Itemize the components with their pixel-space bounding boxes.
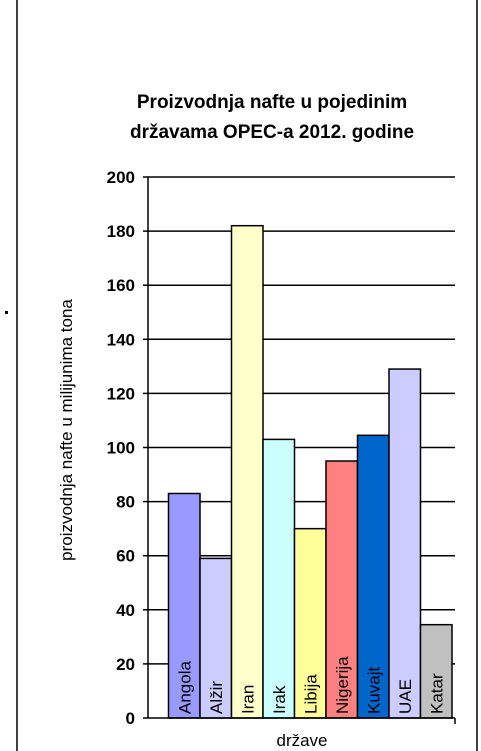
y-tick-label: 160	[107, 276, 135, 295]
bar-category-label: Iran	[238, 685, 257, 714]
chart-title-line-1: Proizvodnja nafte u pojedinim	[137, 92, 407, 113]
bar	[199, 557, 233, 719]
chart-title-line-2: državama OPEC-a 2012. godine	[130, 122, 414, 143]
bar-category-label: Nigerija	[333, 656, 352, 714]
y-tick-label: 200	[107, 168, 135, 187]
bar-category-label: Irak	[270, 685, 289, 714]
bar-category-label: Katar	[427, 673, 446, 714]
bar	[167, 492, 201, 719]
y-tick-label: 40	[116, 601, 135, 620]
page-dot	[5, 311, 8, 314]
y-tick-label: 100	[107, 439, 135, 458]
bar-category-label: UAE	[396, 679, 415, 714]
y-tick-label: 180	[107, 222, 135, 241]
y-tick-label: 60	[116, 547, 135, 566]
x-axis-label: države	[276, 731, 327, 750]
bar-category-label: Angola	[175, 661, 194, 714]
bar	[325, 460, 359, 719]
bars: Angola Alžir Iran Irak Libija Nigerija Kuvajt U…	[167, 224, 453, 719]
bar	[388, 368, 422, 719]
y-tick-label: 140	[107, 330, 135, 349]
bar-category-label: Kuvajt	[364, 666, 383, 714]
y-tick-label: 0	[126, 709, 135, 728]
y-axis-label: proizvodnja nafte u milijunima tona	[57, 299, 76, 561]
y-tick-label: 120	[107, 384, 135, 403]
bar	[262, 438, 296, 719]
bar	[230, 224, 264, 719]
y-tick-label: 20	[116, 655, 135, 674]
y-tick-labels: 0 20 40 60 80 100 120 140 160 180 200	[107, 168, 135, 728]
bar-category-label: Libija	[301, 674, 320, 714]
y-tick-label: 80	[116, 493, 135, 512]
axes	[143, 176, 456, 724]
bar-category-label: Alžir	[207, 681, 226, 714]
